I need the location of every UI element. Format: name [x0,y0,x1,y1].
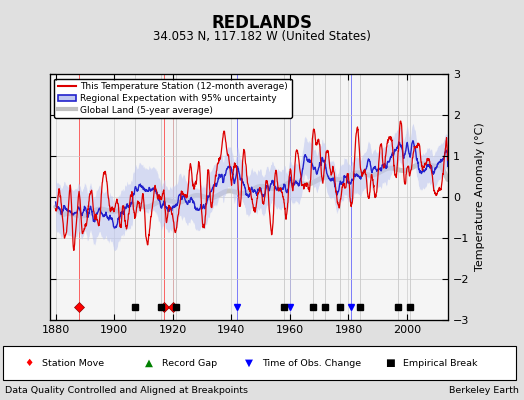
Text: Empirical Break: Empirical Break [403,359,478,368]
Y-axis label: Temperature Anomaly (°C): Temperature Anomaly (°C) [475,123,485,271]
Text: Record Gap: Record Gap [162,359,217,368]
Legend: This Temperature Station (12-month average), Regional Expectation with 95% uncer: This Temperature Station (12-month avera… [54,78,292,118]
Text: ▼: ▼ [245,358,253,368]
Text: Time of Obs. Change: Time of Obs. Change [262,359,361,368]
Text: Berkeley Earth: Berkeley Earth [449,386,519,395]
Text: ■: ■ [386,358,395,368]
Text: Data Quality Controlled and Aligned at Breakpoints: Data Quality Controlled and Aligned at B… [5,386,248,395]
Text: Station Move: Station Move [42,359,104,368]
Text: REDLANDS: REDLANDS [212,14,312,32]
Text: 34.053 N, 117.182 W (United States): 34.053 N, 117.182 W (United States) [153,30,371,43]
Text: ♦: ♦ [24,358,34,368]
Text: ▲: ▲ [145,358,154,368]
